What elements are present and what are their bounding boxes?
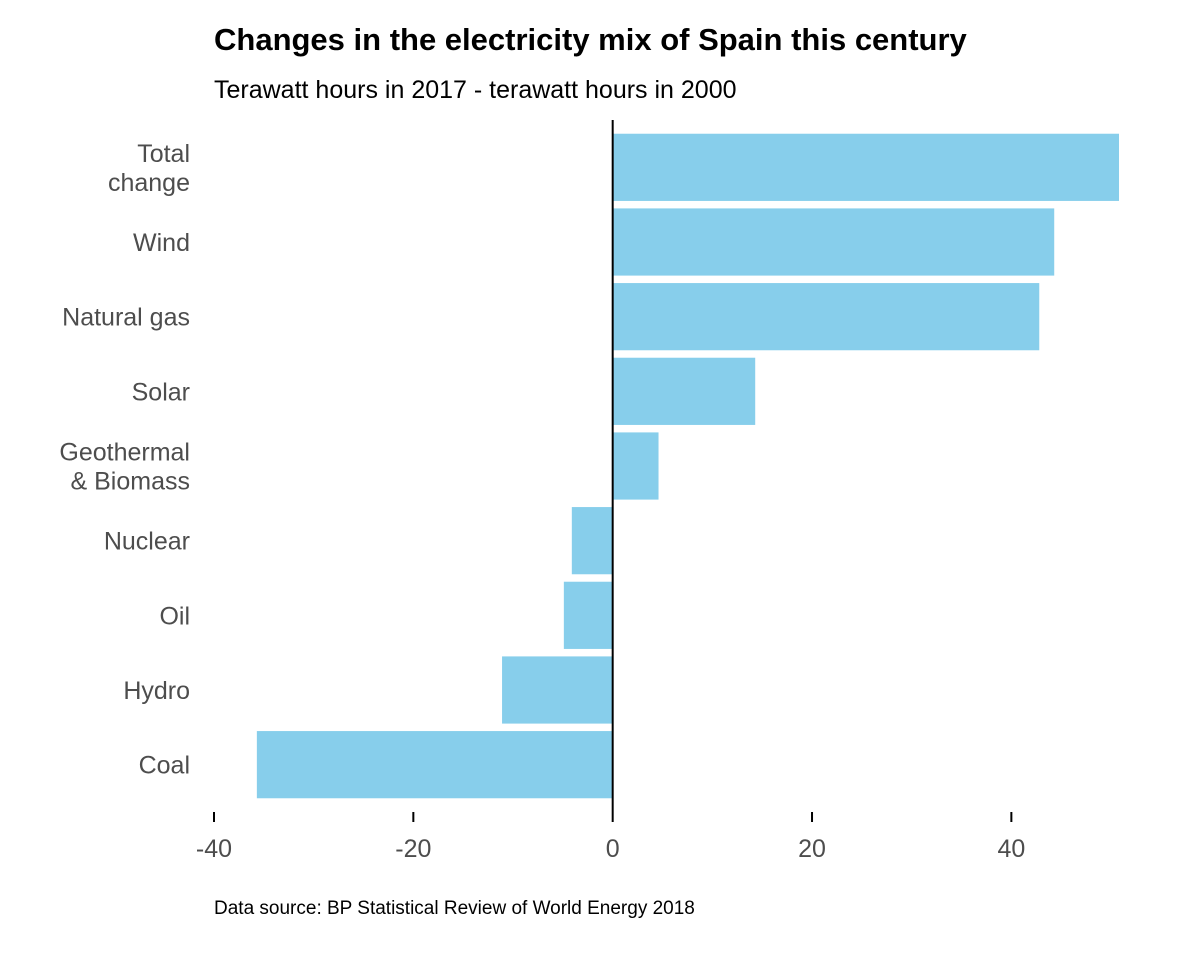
category-label-total-change: Total change [108, 140, 190, 197]
chart-caption: Data source: BP Statistical Review of Wo… [214, 898, 695, 919]
bar-hydro [502, 656, 613, 724]
x-tick-label: 40 [997, 835, 1025, 863]
bar-natural-gas [612, 283, 1040, 351]
chart-title: Changes in the electricity mix of Spain … [214, 22, 967, 57]
category-label-nuclear: Nuclear [104, 528, 190, 556]
x-tick-label: 0 [606, 835, 620, 863]
bar-total-change [612, 133, 1120, 201]
x-tick-label: 20 [798, 835, 826, 863]
category-label-line: Coal [139, 752, 190, 780]
category-label-wind: Wind [133, 229, 190, 257]
bar-nuclear [571, 507, 613, 575]
bar-oil [563, 581, 613, 649]
category-label-line: & Biomass [71, 468, 190, 496]
category-label-solar: Solar [132, 378, 190, 406]
category-label-line: Nuclear [104, 528, 190, 556]
category-label-line: Hydro [123, 677, 190, 705]
chart-subtitle: Terawatt hours in 2017 - terawatt hours … [214, 76, 737, 104]
category-label-oil: Oil [159, 602, 190, 630]
category-label-hydro: Hydro [123, 677, 190, 705]
category-label-natural-gas: Natural gas [62, 304, 190, 332]
bar-wind [612, 208, 1055, 276]
bar-coal [256, 731, 613, 799]
category-label-line: Oil [159, 602, 190, 630]
bars-layer [256, 133, 1120, 799]
category-label-line: Wind [133, 229, 190, 257]
category-label-geothermal-biomass: Geothermal & Biomass [59, 439, 190, 496]
bar-geothermal-biomass [612, 432, 659, 500]
bar-solar [612, 357, 756, 425]
category-labels: Total change Wind Natural gas Solar Geotherma… [59, 140, 190, 780]
x-axis: -40 -20 0 20 40 [196, 812, 1025, 863]
category-label-line: Geothermal [59, 439, 190, 467]
category-label-line: Total [137, 140, 190, 168]
category-label-line: Natural gas [62, 304, 190, 332]
category-label-line: Solar [132, 378, 190, 406]
category-label-coal: Coal [139, 752, 190, 780]
x-tick-label: -20 [395, 835, 431, 863]
category-label-line: change [108, 169, 190, 197]
x-tick-label: -40 [196, 835, 232, 863]
